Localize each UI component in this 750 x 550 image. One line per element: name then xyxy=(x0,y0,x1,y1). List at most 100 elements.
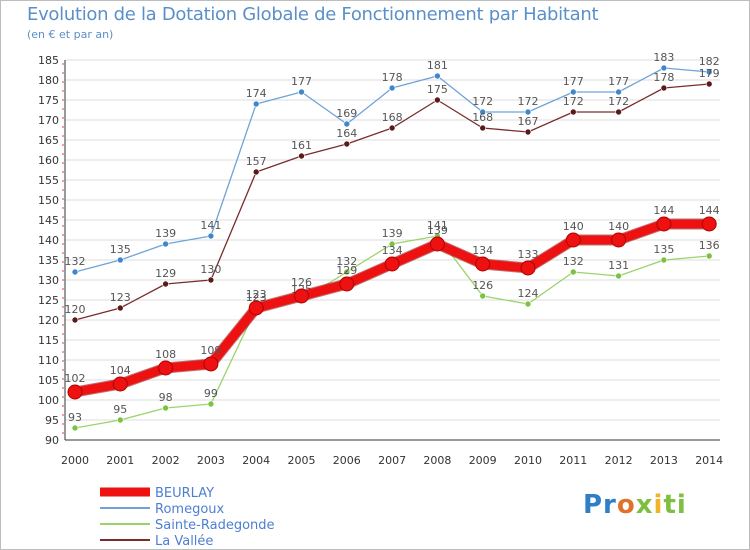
data-label: 102 xyxy=(65,372,86,385)
y-tick-label: 100 xyxy=(38,394,59,407)
data-label: 182 xyxy=(699,55,720,68)
y-tick-label: 170 xyxy=(38,114,59,127)
y-tick-label: 175 xyxy=(38,94,59,107)
plot-area xyxy=(65,60,720,440)
legend-label: La Vallée xyxy=(155,534,213,549)
data-label: 136 xyxy=(699,239,720,252)
x-tick-label: 2011 xyxy=(559,454,587,467)
data-point xyxy=(524,300,532,308)
data-point xyxy=(67,384,83,400)
y-tick-label: 105 xyxy=(38,374,59,387)
data-point xyxy=(656,216,672,232)
data-label: 108 xyxy=(155,348,176,361)
data-point xyxy=(71,268,79,276)
data-point xyxy=(388,84,396,92)
legend-label: Romegoux xyxy=(155,502,225,517)
logo-part: i xyxy=(653,490,664,520)
data-label: 132 xyxy=(65,255,86,268)
data-point xyxy=(611,232,627,248)
data-point xyxy=(479,108,487,116)
data-point xyxy=(429,236,445,252)
data-point xyxy=(705,252,713,260)
data-label: 144 xyxy=(699,204,720,217)
data-point xyxy=(343,268,351,276)
data-label: 126 xyxy=(291,276,312,289)
data-label: 140 xyxy=(608,220,629,233)
data-label: 131 xyxy=(608,259,629,272)
data-label: 174 xyxy=(246,87,267,100)
y-tick-label: 130 xyxy=(38,274,59,287)
y-tick-label: 160 xyxy=(38,154,59,167)
data-label: 139 xyxy=(155,227,176,240)
data-label: 144 xyxy=(653,204,674,217)
data-point xyxy=(615,272,622,280)
data-label: 177 xyxy=(608,75,629,88)
y-tick-label: 135 xyxy=(38,254,59,267)
data-label: 135 xyxy=(653,243,674,256)
y-tick-label: 120 xyxy=(38,314,59,327)
data-label: 169 xyxy=(336,107,357,120)
data-point xyxy=(660,64,668,72)
data-point xyxy=(71,424,79,432)
data-label: 130 xyxy=(200,263,221,276)
x-tick-label: 2013 xyxy=(650,454,678,467)
data-label: 141 xyxy=(200,219,221,232)
legend-label: Sainte-Radegonde xyxy=(155,518,275,533)
logo-part: ti xyxy=(663,490,687,520)
data-label: 157 xyxy=(246,155,267,168)
data-label: 133 xyxy=(518,248,539,261)
y-tick-label: 115 xyxy=(38,334,59,347)
data-label: 161 xyxy=(291,139,312,152)
data-label: 98 xyxy=(159,391,173,404)
data-label: 95 xyxy=(113,403,127,416)
data-point xyxy=(615,88,622,96)
data-label: 104 xyxy=(110,364,131,377)
data-label: 139 xyxy=(427,224,448,237)
data-label: 139 xyxy=(382,227,403,240)
data-point xyxy=(569,268,577,276)
y-tick-label: 185 xyxy=(38,54,59,67)
data-point xyxy=(162,280,169,288)
data-label: 172 xyxy=(608,95,629,108)
data-label: 175 xyxy=(427,83,448,96)
x-tick-label: 2001 xyxy=(106,454,134,467)
data-point xyxy=(475,256,491,272)
x-tick-label: 2006 xyxy=(333,454,361,467)
data-point xyxy=(660,256,668,264)
logo-part: o xyxy=(616,490,636,520)
data-label: 129 xyxy=(336,264,357,277)
y-tick-label: 125 xyxy=(38,294,59,307)
y-tick-label: 180 xyxy=(38,74,59,87)
x-tick-label: 2007 xyxy=(378,454,406,467)
data-label: 167 xyxy=(518,115,539,128)
data-point xyxy=(252,100,260,108)
data-label: 132 xyxy=(336,255,357,268)
data-point xyxy=(660,84,668,92)
data-label: 172 xyxy=(472,95,493,108)
y-tick-label: 165 xyxy=(38,134,59,147)
data-label: 168 xyxy=(472,111,493,124)
data-point xyxy=(298,152,305,160)
data-label: 172 xyxy=(563,95,584,108)
x-tick-label: 2010 xyxy=(514,454,542,467)
data-label: 123 xyxy=(246,288,267,301)
data-point xyxy=(117,256,124,264)
x-tick-label: 2008 xyxy=(423,454,451,467)
data-point xyxy=(569,88,577,96)
chart-subtitle: (en € et par an) xyxy=(27,28,114,41)
data-point xyxy=(298,88,305,96)
data-point xyxy=(162,404,169,412)
data-point xyxy=(524,128,532,136)
x-tick-label: 2005 xyxy=(288,454,316,467)
data-label: 179 xyxy=(699,67,720,80)
data-label: 123 xyxy=(110,291,131,304)
data-point xyxy=(252,168,260,176)
data-point xyxy=(384,256,400,272)
data-label: 177 xyxy=(291,75,312,88)
data-label: 132 xyxy=(563,255,584,268)
y-tick-label: 150 xyxy=(38,194,59,207)
data-point xyxy=(207,276,215,284)
data-point xyxy=(524,108,532,116)
data-point xyxy=(705,68,713,76)
data-label: 134 xyxy=(382,244,403,257)
